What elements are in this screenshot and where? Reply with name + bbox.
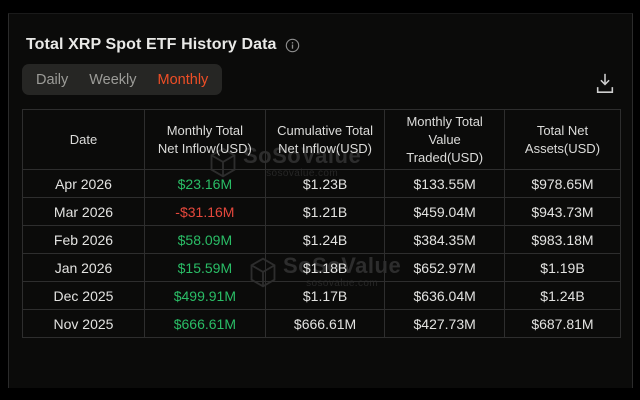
table-row: Dec 2025 $499.91M $1.17B $636.04M $1.24B (22, 281, 622, 310)
cell-monthly-inflow: $15.59M (143, 253, 266, 282)
table-row: Apr 2026 $23.16M $1.23B $133.55M $978.65… (22, 169, 622, 198)
etf-history-table: Date Monthly Total Net Inflow(USD) Cumul… (22, 109, 622, 338)
col-header-net-assets: Total Net Assets(USD) (503, 109, 622, 170)
download-icon (594, 71, 616, 95)
download-button[interactable] (592, 69, 618, 97)
tab-monthly[interactable]: Monthly (157, 71, 209, 88)
cell-net-assets: $1.24B (503, 281, 622, 310)
etf-history-card: Total XRP Spot ETF History Data Daily We… (8, 13, 633, 388)
cell-cumulative-inflow: $1.17B (264, 281, 386, 310)
cell-cumulative-inflow: $1.18B (264, 253, 386, 282)
cell-cumulative-inflow: $666.61M (264, 309, 386, 338)
cell-value-traded: $636.04M (384, 281, 505, 310)
cell-cumulative-inflow: $1.23B (264, 169, 386, 198)
cell-date: Feb 2026 (22, 225, 145, 254)
col-header-monthly-inflow: Monthly Total Net Inflow(USD) (143, 109, 266, 170)
col-header-cumulative-inflow: Cumulative Total Net Inflow(USD) (264, 109, 386, 170)
cell-monthly-inflow: $23.16M (143, 169, 266, 198)
col-header-date: Date (22, 109, 145, 170)
cell-value-traded: $384.35M (384, 225, 505, 254)
cell-cumulative-inflow: $1.24B (264, 225, 386, 254)
table-row: Feb 2026 $58.09M $1.24B $384.35M $983.18… (22, 225, 622, 254)
table-row: Mar 2026 -$31.16M $1.21B $459.04M $943.7… (22, 197, 622, 226)
cell-value-traded: $133.55M (384, 169, 505, 198)
tab-weekly[interactable]: Weekly (89, 71, 137, 88)
cell-date: Dec 2025 (22, 281, 145, 310)
period-tabs: Daily Weekly Monthly (22, 64, 223, 95)
cell-value-traded: $459.04M (384, 197, 505, 226)
cell-cumulative-inflow: $1.21B (264, 197, 386, 226)
cell-monthly-inflow: $58.09M (143, 225, 266, 254)
cell-net-assets: $983.18M (503, 225, 622, 254)
cell-monthly-inflow: $666.61M (143, 309, 266, 338)
cell-date: Apr 2026 (22, 169, 145, 198)
info-icon (285, 38, 300, 53)
cell-net-assets: $978.65M (503, 169, 622, 198)
cell-value-traded: $427.73M (384, 309, 505, 338)
table-header-row: Date Monthly Total Net Inflow(USD) Cumul… (22, 109, 622, 170)
col-header-value-traded: Monthly Total Value Traded(USD) (384, 109, 505, 170)
page-title: Total XRP Spot ETF History Data (26, 36, 277, 53)
cell-date: Jan 2026 (22, 253, 145, 282)
cell-date: Nov 2025 (22, 309, 145, 338)
cell-net-assets: $1.19B (503, 253, 622, 282)
cell-net-assets: $943.73M (503, 197, 622, 226)
cell-value-traded: $652.97M (384, 253, 505, 282)
info-button[interactable] (285, 38, 300, 53)
cell-date: Mar 2026 (22, 197, 145, 226)
cell-net-assets: $687.81M (503, 309, 622, 338)
tab-daily[interactable]: Daily (36, 71, 69, 88)
cell-monthly-inflow: $499.91M (143, 281, 266, 310)
table-row: Nov 2025 $666.61M $666.61M $427.73M $687… (22, 309, 622, 338)
card-header: Total XRP Spot ETF History Data (26, 36, 300, 54)
cell-monthly-inflow: -$31.16M (143, 197, 266, 226)
table-row: Jan 2026 $15.59M $1.18B $652.97M $1.19B (22, 253, 622, 282)
